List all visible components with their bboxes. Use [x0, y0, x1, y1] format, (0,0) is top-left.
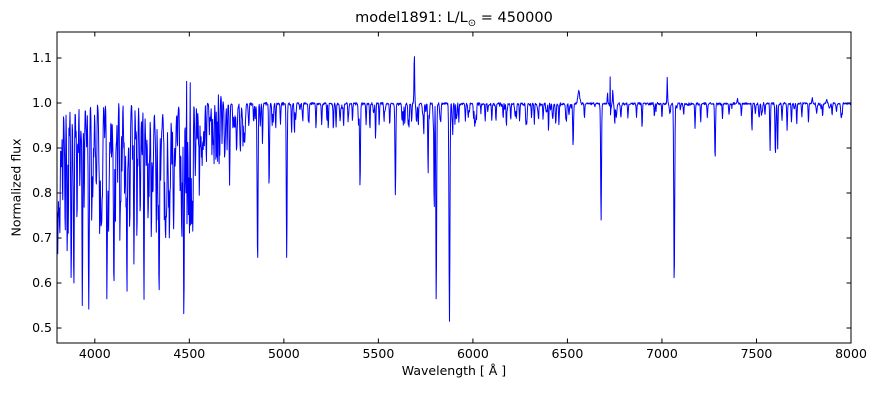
- x-tick-label: 5500: [362, 346, 395, 361]
- x-tick-label: 7000: [646, 346, 678, 361]
- y-tick-label: 0.6: [32, 275, 52, 290]
- sun-symbol: ⊙: [467, 17, 477, 29]
- y-tick-label: 0.7: [32, 230, 52, 245]
- tick-marks: [57, 32, 852, 343]
- x-tick-label: 6500: [551, 346, 584, 361]
- x-tick-label: 7500: [740, 346, 773, 361]
- y-tick-label: 1.1: [32, 50, 52, 65]
- y-tick-label: 0.9: [32, 140, 52, 155]
- y-tick-label: 0.5: [32, 320, 52, 335]
- x-tick-label: 8000: [835, 346, 867, 361]
- x-axis-label: Wavelength [ Å ]: [401, 363, 507, 378]
- spectrum-polyline: [56, 56, 852, 322]
- plot-border: [56, 31, 852, 344]
- y-tick-label: 1.0: [32, 95, 52, 110]
- spectrum-line: [56, 56, 852, 322]
- y-tick-label: 0.8: [32, 185, 52, 200]
- x-tick-label: 4000: [78, 346, 111, 361]
- x-tick-label: 6000: [456, 346, 489, 361]
- chart-title: model1891: L/L⊙ = 450000: [57, 9, 851, 33]
- x-tick-label: 4500: [173, 346, 206, 361]
- chart-title-prefix: model1891: L/L: [355, 10, 468, 26]
- x-tick-label: 5000: [267, 346, 300, 361]
- chart-title-suffix: = 450000: [476, 10, 553, 26]
